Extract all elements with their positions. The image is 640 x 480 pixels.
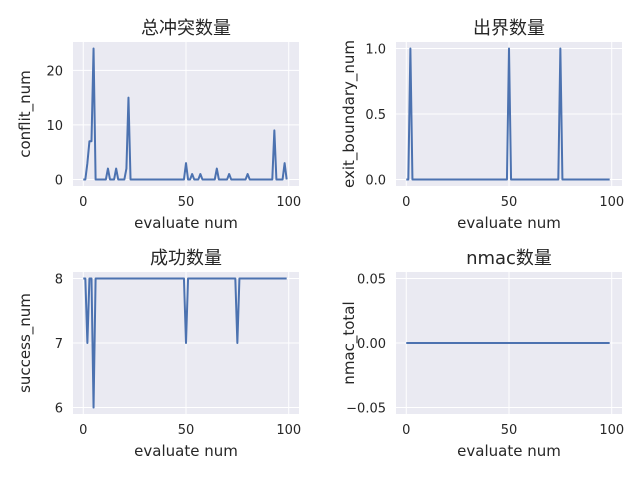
chart-title: 出界数量 — [473, 18, 545, 39]
x-tick-label: 100 — [599, 195, 624, 210]
x-tick-label: 50 — [501, 195, 518, 210]
x-tick-label: 0 — [79, 423, 87, 438]
y-tick-label: 0.5 — [365, 108, 386, 123]
x-axis-label: evaluate num — [134, 214, 238, 232]
x-tick-label: 100 — [276, 423, 301, 438]
y-tick-label: 0.0 — [365, 173, 386, 188]
chart-title: 成功数量 — [150, 248, 222, 269]
x-axis-label: evaluate num — [134, 442, 238, 460]
x-axis-label: evaluate num — [457, 214, 561, 232]
subplot-3: 0 50 100 6 7 8 evaluate num success_num 成功数量 — [16, 248, 301, 460]
subplot-2: 0 50 100 0.0 0.5 1.0 evaluate num exit_boundary… — [340, 18, 624, 232]
y-tick-label: 6 — [55, 402, 63, 417]
x-tick-label: 0 — [79, 195, 87, 210]
y-axis-label: nmac_total — [340, 301, 359, 384]
y-tick-label: −0.05 — [346, 402, 386, 417]
y-tick-label: 20 — [46, 64, 63, 79]
y-axis-label: conflit_num — [16, 70, 35, 158]
chart-title: nmac数量 — [466, 248, 552, 269]
x-axis-label: evaluate num — [457, 442, 561, 460]
x-tick-label: 100 — [276, 195, 301, 210]
series-line — [83, 47, 288, 181]
y-tick-label: 1.0 — [365, 43, 386, 58]
y-tick-label: 10 — [46, 119, 63, 134]
y-tick-label: 0.00 — [357, 337, 386, 352]
x-tick-label: 50 — [501, 423, 518, 438]
y-tick-label: 0 — [55, 173, 63, 188]
subplot-4: 0 50 100 −0.05 0.00 0.05 evaluate num nmac_tota… — [340, 248, 624, 460]
y-tick-label: 8 — [55, 272, 63, 287]
subplot-1: 0 50 100 0 10 20 evaluate num conflit_num 总冲突数量 — [16, 18, 301, 232]
x-tick-label: 50 — [178, 195, 195, 210]
series-line — [406, 47, 610, 181]
y-tick-label: 7 — [55, 337, 63, 352]
series-line — [83, 277, 287, 409]
x-tick-label: 100 — [599, 423, 624, 438]
x-tick-label: 0 — [402, 195, 410, 210]
x-tick-label: 0 — [402, 423, 410, 438]
y-axis-label: exit_boundary_num — [340, 40, 359, 188]
chart-title: 总冲突数量 — [141, 18, 231, 39]
y-tick-label: 0.05 — [357, 272, 386, 287]
x-tick-label: 50 — [178, 423, 195, 438]
y-axis-label: success_num — [16, 293, 35, 393]
